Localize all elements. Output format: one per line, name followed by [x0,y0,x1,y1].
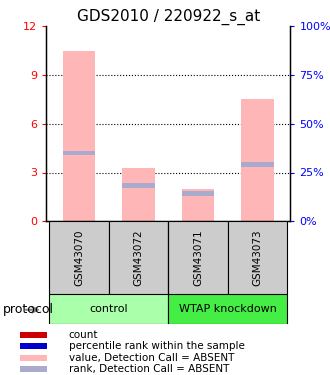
Bar [182,189,214,221]
Text: protocol: protocol [3,303,54,316]
Bar [49,294,168,324]
Bar [20,344,47,350]
Bar [20,332,47,338]
Bar [20,355,47,361]
Bar [109,221,168,294]
Bar [20,366,47,372]
Bar [49,221,109,294]
Bar [168,294,287,324]
Text: GSM43072: GSM43072 [134,230,144,286]
Text: WTAP knockdown: WTAP knockdown [179,304,277,314]
Bar [63,51,95,221]
Text: value, Detection Call = ABSENT: value, Detection Call = ABSENT [69,353,234,363]
Bar [122,183,155,188]
Text: GSM43073: GSM43073 [253,230,263,286]
Bar [122,168,155,221]
Title: GDS2010 / 220922_s_at: GDS2010 / 220922_s_at [77,9,260,25]
Bar [168,221,228,294]
Bar [241,162,274,167]
Text: count: count [69,330,98,340]
Bar [228,221,287,294]
Text: rank, Detection Call = ABSENT: rank, Detection Call = ABSENT [69,364,229,374]
Text: GSM43071: GSM43071 [193,230,203,286]
Text: GSM43070: GSM43070 [74,230,84,286]
Text: control: control [89,304,128,314]
Bar [63,150,95,155]
Bar [241,99,274,221]
Text: percentile rank within the sample: percentile rank within the sample [69,341,245,351]
Bar [182,191,214,196]
